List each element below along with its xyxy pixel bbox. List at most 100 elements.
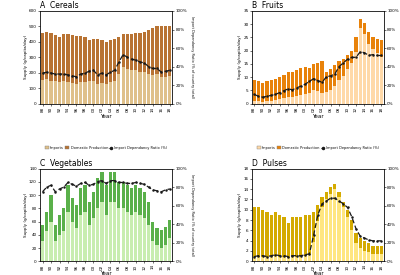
Bar — [143, 218, 146, 261]
Bar — [325, 192, 328, 261]
Bar — [58, 37, 61, 104]
Bar — [376, 246, 379, 261]
Bar — [117, 37, 120, 104]
Bar — [338, 192, 341, 261]
Bar — [58, 235, 61, 261]
Bar — [350, 220, 353, 261]
Bar — [164, 26, 167, 104]
Bar — [109, 202, 112, 261]
Bar — [66, 34, 70, 104]
Bar — [41, 33, 44, 104]
Bar — [71, 35, 74, 104]
Bar — [88, 202, 91, 261]
Bar — [342, 202, 345, 261]
Bar — [253, 100, 256, 104]
Bar — [79, 82, 82, 104]
Bar — [156, 228, 159, 261]
Bar — [164, 245, 167, 261]
Bar — [346, 210, 349, 261]
Bar — [350, 230, 353, 261]
Bar — [295, 257, 298, 261]
Bar — [54, 81, 57, 104]
Bar — [71, 222, 74, 261]
Bar — [286, 97, 290, 104]
Bar — [325, 199, 328, 261]
Bar — [299, 257, 302, 261]
Bar — [104, 42, 108, 104]
Bar — [274, 212, 277, 261]
Bar — [380, 254, 383, 261]
Bar — [278, 215, 281, 261]
Bar — [350, 63, 353, 104]
Bar — [312, 242, 315, 261]
Bar — [122, 182, 125, 261]
Bar — [156, 26, 159, 104]
Bar — [278, 257, 281, 261]
Bar — [359, 248, 362, 261]
Bar — [117, 208, 120, 261]
Bar — [130, 34, 133, 104]
Bar — [329, 69, 332, 104]
Bar — [75, 84, 78, 104]
Bar — [371, 246, 374, 261]
Bar — [62, 34, 65, 104]
Bar — [265, 212, 268, 261]
Bar — [376, 254, 379, 261]
Bar — [329, 194, 332, 261]
Bar — [295, 96, 298, 104]
Bar — [354, 243, 358, 261]
Bar — [92, 218, 95, 261]
Bar — [371, 254, 374, 261]
Bar — [257, 101, 260, 104]
Bar — [363, 23, 366, 104]
Bar — [41, 241, 44, 261]
Bar — [338, 197, 341, 261]
Bar — [253, 207, 256, 261]
Bar — [62, 208, 65, 261]
Bar — [282, 75, 286, 104]
Bar — [316, 91, 320, 104]
Bar — [359, 238, 362, 261]
Bar — [104, 84, 108, 104]
Bar — [363, 34, 366, 104]
Bar — [274, 256, 277, 261]
Bar — [109, 82, 112, 104]
Bar — [130, 188, 133, 261]
X-axis label: Year: Year — [312, 114, 324, 119]
Bar — [299, 95, 302, 104]
Bar — [312, 212, 315, 261]
Y-axis label: Supply (g/capita/day): Supply (g/capita/day) — [238, 35, 242, 79]
Bar — [96, 178, 99, 261]
Bar — [354, 37, 358, 104]
Bar — [320, 207, 324, 261]
Bar — [151, 75, 154, 104]
Bar — [367, 44, 370, 104]
Bar — [286, 223, 290, 261]
Bar — [71, 198, 74, 261]
Bar — [291, 72, 294, 104]
Bar — [342, 76, 345, 104]
Bar — [304, 215, 307, 261]
Bar — [134, 211, 138, 261]
Bar — [50, 222, 53, 261]
Bar — [88, 81, 91, 104]
Y-axis label: Supply (g/capita/day): Supply (g/capita/day) — [24, 193, 28, 237]
Bar — [265, 81, 268, 104]
Text: D  Pulses: D Pulses — [252, 159, 286, 168]
Bar — [295, 70, 298, 104]
Bar — [295, 218, 298, 261]
Bar — [58, 215, 61, 261]
X-axis label: Year: Year — [100, 114, 112, 119]
Bar — [122, 34, 125, 104]
Bar — [143, 32, 146, 104]
Bar — [329, 186, 332, 261]
Bar — [380, 57, 383, 104]
Bar — [363, 241, 366, 261]
Bar — [164, 227, 167, 261]
Bar — [151, 222, 154, 261]
Bar — [346, 55, 349, 104]
Bar — [291, 218, 294, 261]
Bar — [54, 225, 57, 261]
Bar — [380, 40, 383, 104]
Bar — [265, 101, 268, 104]
